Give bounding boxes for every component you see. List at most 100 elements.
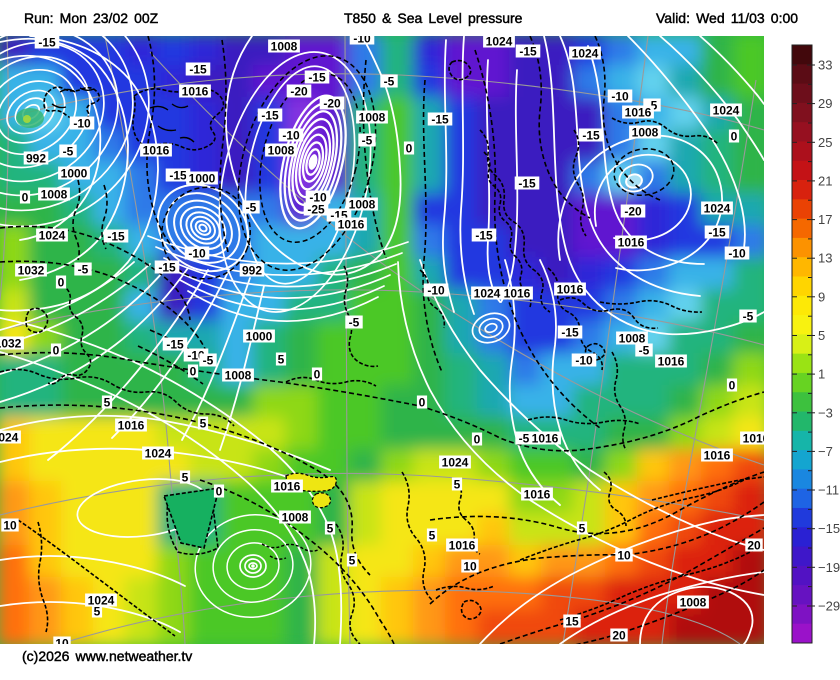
svg-text:5: 5 [349,554,356,568]
svg-text:10: 10 [3,519,17,533]
svg-text:1024: 1024 [704,202,731,216]
svg-text:0: 0 [474,433,481,447]
svg-text:0: 0 [22,191,29,205]
svg-text:5: 5 [579,522,586,536]
svg-text:0: 0 [314,368,321,382]
svg-text:-5: -5 [203,354,214,368]
svg-text:0: 0 [216,485,223,499]
svg-text:1008: 1008 [41,188,68,202]
svg-text:-10: -10 [282,129,300,143]
svg-text:-25: -25 [307,203,325,217]
svg-text:-15: -15 [431,113,449,127]
svg-text:−19: −19 [818,560,840,575]
svg-text:-10: -10 [728,247,746,261]
svg-text:1008: 1008 [268,144,295,158]
svg-text:5: 5 [429,529,436,543]
svg-text:1008: 1008 [680,596,707,610]
svg-text:1008: 1008 [349,198,376,212]
svg-text:-10: -10 [188,247,206,261]
svg-text:10: 10 [617,549,631,563]
svg-text:-15: -15 [189,63,207,77]
svg-text:1016: 1016 [274,480,301,494]
svg-text:1000: 1000 [246,330,273,344]
svg-text:-15: -15 [308,71,326,85]
svg-text:-15: -15 [708,226,726,240]
svg-text:1008: 1008 [271,40,298,54]
svg-text:1024: 1024 [474,287,501,301]
svg-text:-15: -15 [166,338,184,352]
svg-text:-15: -15 [107,230,125,244]
svg-text:-20: -20 [624,205,642,219]
svg-text:1000: 1000 [189,172,216,186]
svg-text:0: 0 [729,379,736,393]
svg-text:10: 10 [55,637,69,651]
svg-text:1024: 1024 [0,431,19,445]
svg-text:5: 5 [94,605,101,619]
svg-text:1024: 1024 [486,35,513,49]
svg-text:1008: 1008 [619,332,646,346]
svg-text:1016: 1016 [743,432,770,446]
svg-text:0: 0 [58,276,65,290]
svg-text:10: 10 [463,560,477,574]
svg-text:-5: -5 [519,432,530,446]
svg-text:1024: 1024 [88,594,115,608]
svg-text:1008: 1008 [282,511,309,525]
svg-text:5: 5 [278,353,285,367]
svg-text:1000: 1000 [61,167,88,181]
svg-text:1024: 1024 [442,456,469,470]
svg-text:-15: -15 [169,169,187,183]
svg-text:-5: -5 [639,344,650,358]
svg-text:13: 13 [818,251,832,266]
svg-text:-15: -15 [158,261,176,275]
svg-text:0: 0 [190,365,197,379]
svg-text:5: 5 [104,396,111,410]
svg-text:1024: 1024 [145,447,172,461]
svg-text:1032: 1032 [0,337,22,351]
svg-text:29: 29 [818,96,832,111]
svg-text:-5: -5 [743,310,754,324]
svg-text:-15: -15 [561,326,579,340]
svg-text:−11: −11 [818,483,839,498]
svg-text:−15: −15 [818,521,840,536]
svg-text:-10: -10 [353,32,371,46]
svg-text:9: 9 [818,289,825,304]
svg-text:20: 20 [747,539,761,553]
svg-text:1008: 1008 [632,126,659,140]
svg-text:5: 5 [200,417,207,431]
svg-text:-5: -5 [349,316,360,330]
svg-text:0: 0 [731,130,738,144]
svg-text:5: 5 [818,328,825,343]
svg-text:−7: −7 [818,444,833,459]
svg-text:-5: -5 [78,263,89,277]
svg-text:-10: -10 [427,284,445,298]
svg-text:1016: 1016 [182,85,209,99]
svg-text:0: 0 [419,396,426,410]
svg-text:15: 15 [565,615,579,629]
svg-text:21: 21 [818,173,832,188]
svg-text:5: 5 [182,471,189,485]
svg-text:-10: -10 [575,354,593,368]
svg-text:1008: 1008 [225,369,252,383]
svg-text:5: 5 [454,478,461,492]
svg-text:-15: -15 [38,36,56,50]
svg-text:992: 992 [242,264,262,278]
svg-text:1016: 1016 [704,449,731,463]
svg-text:-15: -15 [582,129,600,143]
svg-text:-15: -15 [518,177,536,191]
svg-text:1016: 1016 [618,236,645,250]
svg-text:-5: -5 [384,75,395,89]
svg-text:1024: 1024 [713,104,740,118]
svg-text:1016: 1016 [524,488,551,502]
svg-text:−3: −3 [818,405,833,420]
svg-text:-10: -10 [73,117,91,131]
svg-text:0: 0 [406,142,413,156]
svg-text:1016: 1016 [625,106,652,120]
svg-text:1016: 1016 [557,283,584,297]
svg-text:-5: -5 [63,145,74,159]
svg-text:1016: 1016 [658,355,685,369]
svg-text:-5: -5 [362,134,373,148]
svg-text:992: 992 [26,152,46,166]
svg-text:5: 5 [327,522,334,536]
svg-text:-15: -15 [475,229,493,243]
svg-text:1032: 1032 [18,264,45,278]
